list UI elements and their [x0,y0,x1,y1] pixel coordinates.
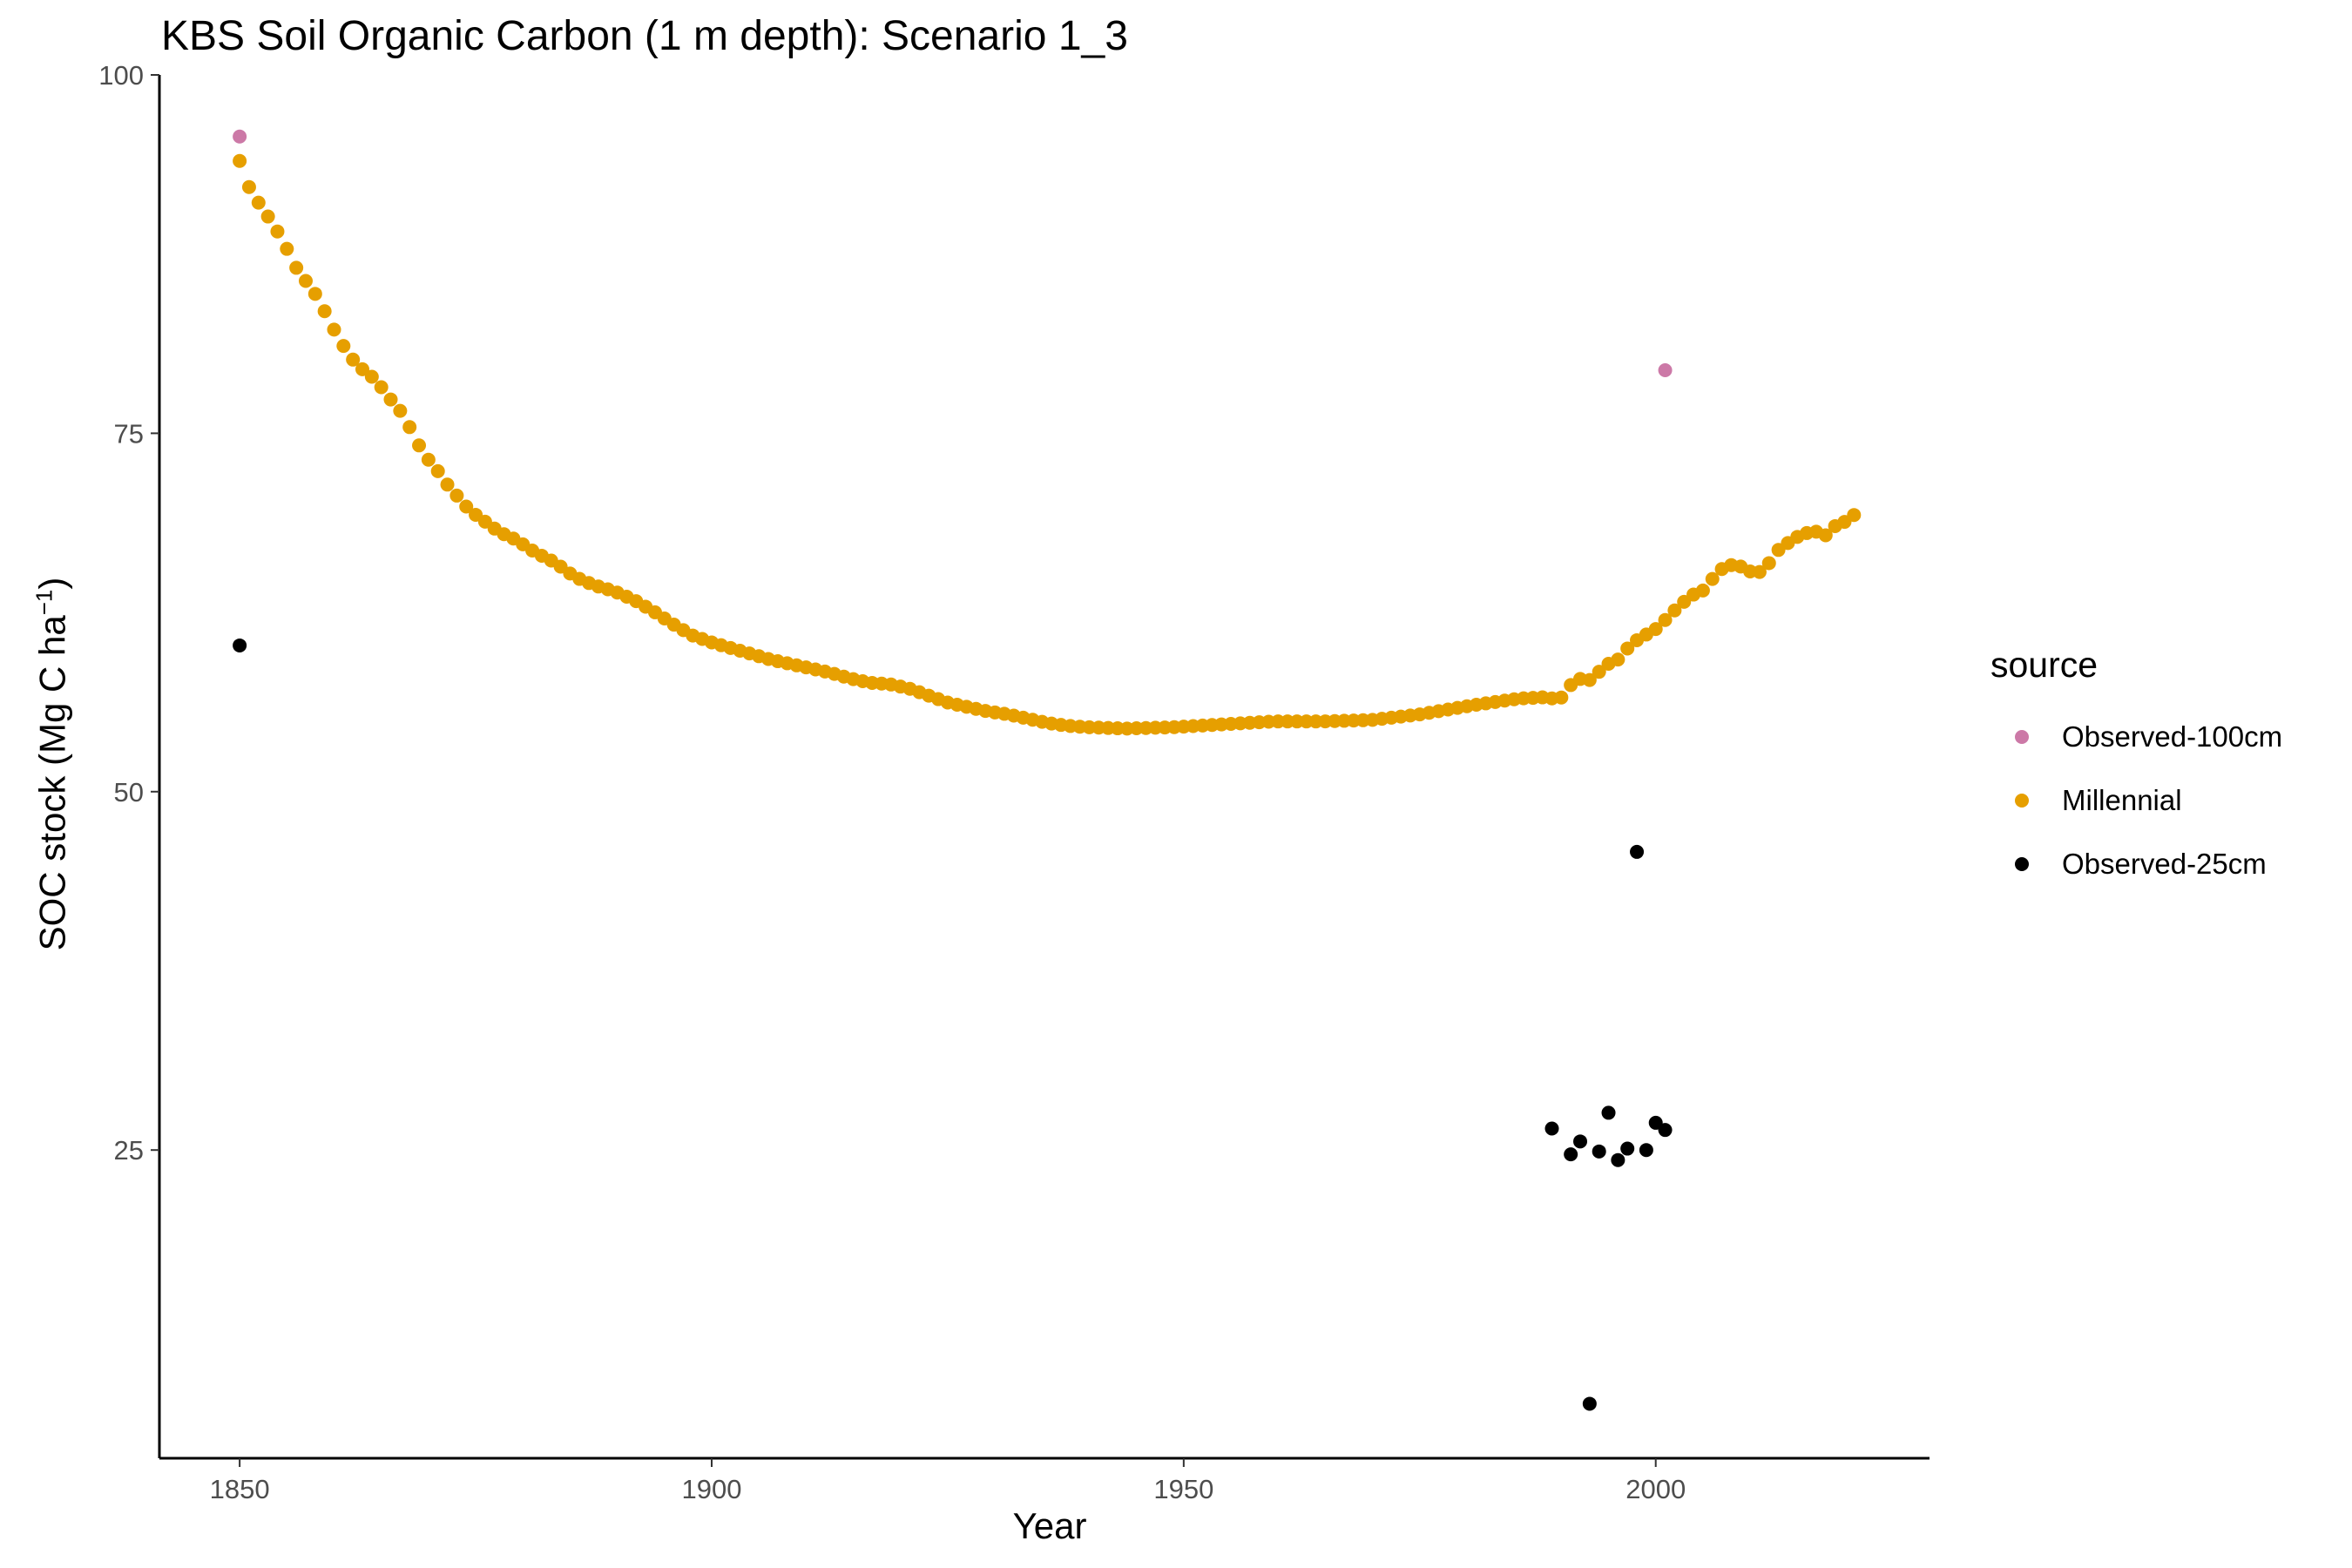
point-millennial [1752,564,1767,579]
legend-label: Observed-100cm [2062,720,2283,753]
point-millennial [1677,594,1692,609]
point-millennial [421,452,436,467]
y-tick-label: 75 [114,418,144,449]
point-millennial [1658,612,1673,627]
legend-label: Observed-25cm [2062,847,2267,880]
point-millennial [1847,508,1862,523]
point-observed-25cm [1620,1141,1635,1156]
point-millennial [280,241,294,256]
point-millennial [412,438,427,453]
legend-key-observed-25cm [2015,856,2029,871]
x-tick-label: 2000 [1625,1474,1686,1504]
point-millennial [298,274,313,288]
point-millennial [270,224,285,239]
point-millennial [1761,556,1776,571]
point-observed-25cm [1564,1147,1578,1162]
point-observed-25cm [1658,1123,1673,1138]
point-millennial [336,339,351,354]
point-observed-100cm [1658,362,1673,377]
legend-key-millennial [2015,793,2029,808]
point-millennial [260,209,275,224]
legend-label: Millennial [2062,783,2182,816]
point-millennial [317,304,332,319]
legend-item-observed-25cm: Observed-25cm [1990,832,2282,896]
point-millennial [251,195,266,210]
legend: source Observed-100cm Millennial Observe… [1990,645,2282,896]
chart-title: KBS Soil Organic Carbon (1 m depth): Sce… [161,13,1128,59]
point-millennial [1667,603,1682,618]
point-millennial [1695,583,1710,598]
point-observed-25cm [1592,1144,1606,1159]
x-tick-label: 1900 [681,1474,741,1504]
point-millennial [1592,665,1606,679]
y-axis-label: SOC stock (Mg C ha−1) [31,578,74,951]
point-observed-25cm [1611,1152,1625,1167]
point-millennial [1705,571,1720,586]
legend-item-observed-100cm: Observed-100cm [1990,705,2282,768]
ticks: 1850 1900 1950 2000 25 50 75 100 [98,60,1686,1504]
axes [158,75,1930,1460]
point-millennial [327,322,341,337]
point-observed-25cm [1573,1134,1588,1149]
point-observed-25cm [233,638,247,652]
legend-item-millennial: Millennial [1990,768,2282,832]
legend-key-observed-100cm [2015,729,2029,744]
point-millennial [346,352,361,367]
point-millennial [233,153,247,168]
point-millennial [1818,528,1833,543]
x-tick-label: 1850 [210,1474,270,1504]
point-millennial [430,463,445,478]
x-axis-label: Year [1012,1505,1087,1546]
point-observed-25cm [1582,1396,1597,1411]
point-observed-25cm [1639,1143,1653,1158]
point-observed-25cm [1648,1115,1663,1130]
points [233,129,1862,1411]
point-observed-25cm [1544,1121,1559,1136]
point-millennial [1582,672,1597,687]
point-millennial [1620,641,1635,656]
point-observed-100cm [233,129,247,144]
point-millennial [374,380,389,395]
point-millennial [1554,690,1569,705]
point-observed-25cm [1630,844,1645,859]
point-millennial [440,477,455,492]
point-millennial [1648,622,1663,637]
point-millennial [393,403,408,418]
y-axis-label-close: ) [31,577,73,590]
point-observed-25cm [1601,1105,1616,1120]
x-tick-label: 1950 [1153,1474,1213,1504]
y-tick-label: 25 [114,1135,144,1166]
point-millennial [1611,652,1625,667]
point-millennial [308,287,322,301]
point-millennial [402,420,417,435]
point-millennial [364,369,379,384]
y-axis-label-superscript: −1 [30,589,57,616]
y-tick-label: 50 [114,777,144,808]
point-millennial [383,392,398,407]
point-millennial [449,488,464,503]
point-millennial [289,260,304,275]
point-millennial [241,179,256,194]
legend-title: source [1990,645,2099,685]
point-millennial [459,499,474,514]
point-millennial [355,362,370,376]
y-tick-label: 100 [98,60,144,91]
y-axis-label-text: SOC stock (Mg C ha [31,615,73,951]
